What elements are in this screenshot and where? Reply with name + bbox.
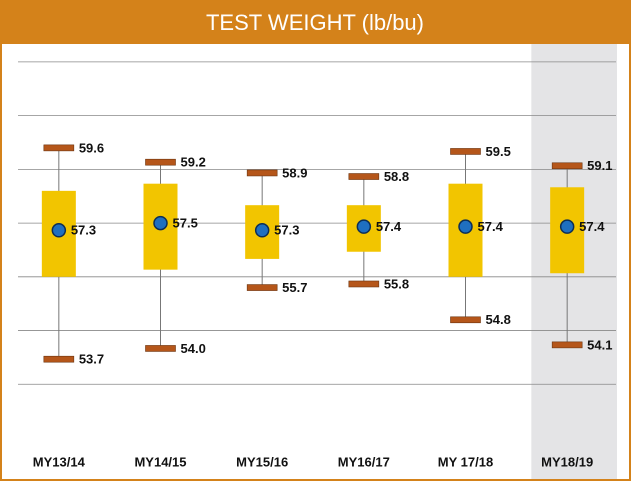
mean-marker (153, 215, 168, 231)
mean-label: 57.5 (173, 216, 198, 231)
max-label: 59.6 (79, 140, 104, 155)
chart-title: TEST WEIGHT (lb/bu) (206, 10, 424, 35)
whisker-cap (450, 148, 481, 155)
mean-marker (51, 223, 67, 238)
max-label: 59.2 (181, 155, 206, 170)
mean-label: 57.4 (579, 219, 605, 234)
min-label: 55.8 (384, 276, 409, 291)
x-tick-label: MY15/16 (236, 454, 288, 469)
mean-label: 57.3 (274, 223, 299, 238)
min-label: 55.7 (282, 280, 307, 295)
mean-label: 57.3 (71, 223, 96, 238)
mean-label: 57.4 (376, 219, 402, 234)
min-label: 54.1 (587, 337, 612, 352)
x-tick-label: MY18/19 (541, 454, 593, 469)
whisker-cap (246, 169, 278, 177)
max-label: 59.5 (486, 144, 511, 159)
max-label: 58.8 (384, 169, 409, 184)
min-label: 54.8 (486, 312, 511, 327)
whisker-cap (348, 280, 380, 288)
header (0, 0, 631, 44)
x-tick-label: MY13/14 (33, 454, 86, 469)
whisker-cap (145, 158, 176, 166)
whisker-cap (450, 316, 481, 324)
mean-marker (356, 219, 372, 234)
whisker-cap (551, 162, 583, 170)
whisker-cap (43, 355, 75, 363)
mean-marker (458, 219, 473, 234)
x-tick-label: MY14/15 (134, 454, 186, 469)
whisker-cap (145, 345, 176, 352)
max-label: 58.9 (282, 165, 307, 180)
mean-label: 57.4 (478, 219, 504, 234)
min-label: 54.0 (181, 341, 206, 356)
whisker-cap (348, 173, 380, 180)
whisker-cap (246, 284, 278, 291)
whisker-cap (551, 341, 583, 349)
x-tick-label: MY16/17 (338, 454, 390, 469)
max-label: 59.1 (587, 158, 612, 173)
min-label: 53.7 (79, 352, 104, 367)
x-tick-label: MY 17/18 (438, 454, 493, 469)
whisker-cap (43, 144, 75, 152)
mean-marker (254, 223, 270, 238)
mean-marker (559, 219, 575, 234)
